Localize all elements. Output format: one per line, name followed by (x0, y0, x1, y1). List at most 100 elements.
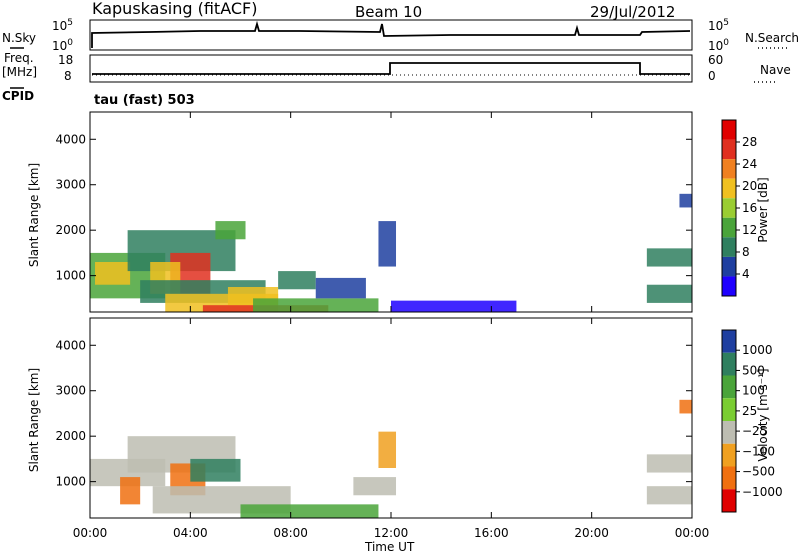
nave-tick-bottom: 0 (708, 69, 716, 83)
colorbar-tick-label: 20 (742, 179, 757, 193)
freq-label: Freq. (4, 51, 34, 65)
colorbar-tick-label: 25 (742, 404, 757, 418)
noise-tick-right-top: 105 (708, 18, 729, 33)
power-heatmap-layer (90, 193, 692, 312)
colorbar-swatch (722, 139, 736, 160)
nsky-label: N.Sky (2, 31, 36, 45)
power-cell-5 (215, 221, 246, 240)
station-title: Kapuskasing (fitACF) (92, 0, 257, 18)
beam-title: Beam 10 (355, 3, 422, 21)
xtick-label: 12:00 (374, 526, 409, 540)
noise-tick-right-bottom: 100 (708, 38, 729, 53)
velocity-cell-5 (190, 458, 241, 482)
colorbar-swatch (722, 421, 736, 444)
colorbar-swatch (722, 256, 736, 277)
colorbar-tick-label: 8 (742, 245, 750, 259)
colorbar-tick-label: 500 (742, 363, 765, 377)
xtick-label: 08:00 (273, 526, 308, 540)
ytick-label: 2000 (55, 223, 86, 237)
power-cell-12 (315, 277, 366, 299)
colorbar-tick-label: 1000 (742, 343, 773, 357)
power-cell-14 (391, 300, 517, 312)
colorbar-tick-label: 16 (742, 201, 757, 215)
power-cell-15 (646, 248, 692, 267)
freq-panel (89, 54, 693, 83)
colorbar-swatch (722, 398, 736, 421)
xtick-label: 16:00 (474, 526, 509, 540)
nsky-trace (91, 20, 691, 48)
colorbar-swatch (722, 352, 736, 376)
velocity-cell-8 (378, 431, 397, 468)
freq-tick-top: 18 (58, 53, 73, 67)
colorbar-swatch (722, 217, 736, 238)
colorbar-tick-label: 4 (742, 267, 750, 281)
colorbar-swatch (722, 276, 736, 296)
colorbar-tick-label: 12 (742, 223, 757, 237)
noise-tick-left-top: 105 (52, 18, 73, 33)
velocity-colorbar-label: Velocity [m s⁻¹] (756, 368, 770, 461)
velocity-cell-3 (120, 477, 141, 505)
date-title: 29/Jul/2012 (590, 3, 675, 21)
colorbar-swatch (722, 120, 736, 140)
power-cell-16 (646, 284, 692, 303)
velocity-ylabel: Slant Range [km] (27, 368, 41, 472)
power-cell-10 (253, 298, 379, 312)
colorbar-tick-label: 24 (742, 157, 757, 171)
colorbar-tick-label: −100 (742, 444, 775, 458)
colorbar-tick-label: 100 (742, 384, 765, 398)
freq-tick-bottom: 8 (64, 69, 72, 83)
velocity-cell-9 (646, 454, 692, 473)
colorbar-swatch (722, 330, 736, 353)
nave-tick-top: 60 (708, 53, 723, 67)
xtick-label: 04:00 (173, 526, 208, 540)
time-axis-ticks: 00:00 04:00 08:00 12:00 16:00 20:00 00:00 (73, 112, 710, 540)
ytick-label: 4000 (55, 132, 86, 146)
power-cell-13 (378, 221, 397, 267)
noise-panel (89, 19, 693, 51)
ytick-label: 4000 (55, 338, 86, 352)
power-colorbar: 4 8 12 16 20 24 28 (721, 119, 757, 297)
power-cell-17 (679, 193, 692, 208)
velocity-cell-6 (240, 504, 379, 518)
colorbar-swatch (722, 489, 736, 512)
ytick-label: 1000 (55, 475, 86, 489)
colorbar-swatch (722, 198, 736, 218)
velocity-heatmap-layer (90, 399, 692, 518)
power-cell-1 (95, 262, 131, 285)
noise-tick-left-bottom: 100 (52, 38, 73, 53)
colorbar-swatch (722, 178, 736, 199)
freq-trace (92, 62, 690, 75)
velocity-colorbar: 1000 500 100 25 −25 −100 −500 −1000 (721, 329, 783, 513)
colorbar-swatch (722, 375, 736, 399)
colorbar-tick-label: −1000 (742, 485, 783, 499)
velocity-cell-10 (646, 486, 692, 505)
ytick-label: 3000 (55, 384, 86, 398)
nave-label: Nave (760, 63, 791, 77)
xtick-label: 00:00 (675, 526, 710, 540)
velocity-cell-7 (353, 477, 397, 496)
xtick-label: 20:00 (574, 526, 609, 540)
ytick-label: 1000 (55, 269, 86, 283)
power-ylabel: Slant Range [km] (27, 163, 41, 267)
freq-unit: [MHz] (2, 65, 37, 79)
velocity-y-ticks: 1000 2000 3000 4000 (55, 338, 692, 489)
colorbar-swatch (722, 443, 736, 467)
colorbar-tick-label: −500 (742, 465, 775, 479)
ytick-label: 2000 (55, 429, 86, 443)
velocity-cell-11 (679, 399, 692, 414)
colorbar-swatch (722, 466, 736, 490)
colorbar-swatch (722, 237, 736, 257)
cpid-label: CPID (2, 89, 34, 103)
nsearch-label: N.Search (745, 31, 799, 45)
colorbar-frame (721, 329, 737, 513)
power-y-ticks: 1000 2000 3000 4000 (55, 132, 692, 283)
colorbar-tick-label: 28 (742, 135, 757, 149)
ytick-label: 3000 (55, 178, 86, 192)
xtick-label: 00:00 (73, 526, 108, 540)
power-colorbar-label: Power [dB] (756, 177, 770, 242)
colorbar-swatch (722, 159, 736, 179)
cpid-text: tau (fast) 503 (94, 93, 195, 108)
time-axis-label: Time UT (364, 540, 415, 554)
power-cell-11 (278, 271, 316, 290)
